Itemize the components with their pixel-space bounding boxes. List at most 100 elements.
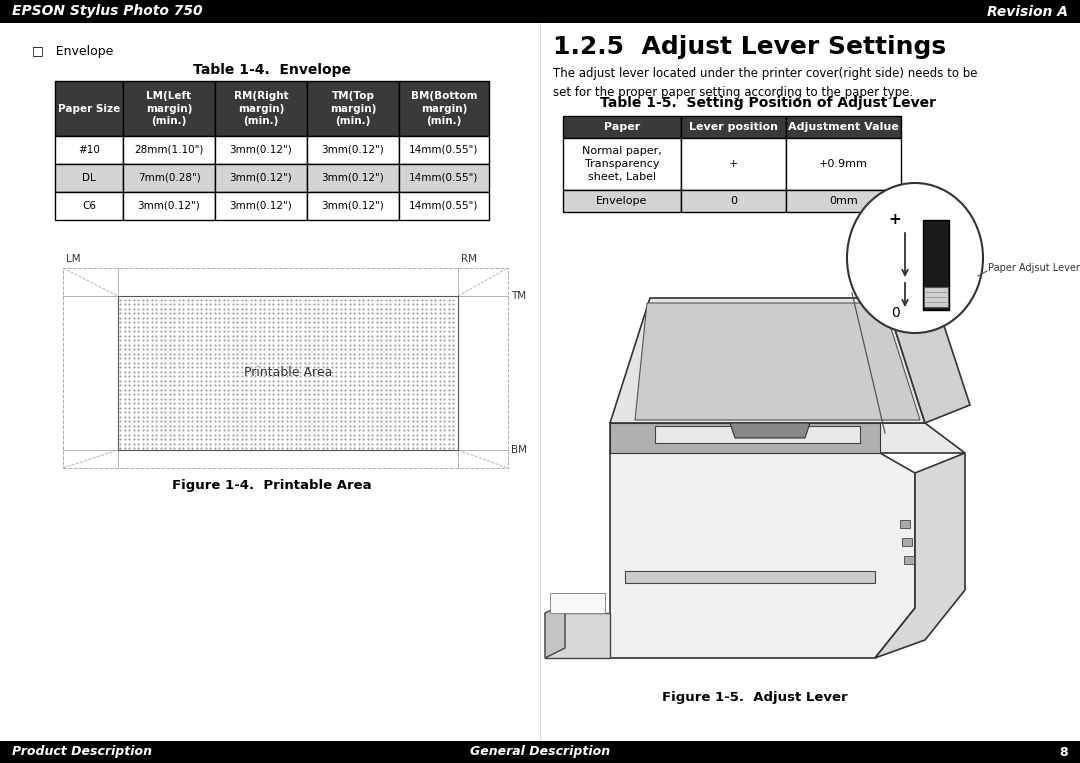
- Bar: [55, 136, 123, 164]
- Text: 3mm(0.12"): 3mm(0.12"): [230, 145, 293, 155]
- Bar: [307, 192, 399, 220]
- Polygon shape: [610, 423, 880, 453]
- Text: TM: TM: [511, 291, 526, 301]
- Text: 3mm(0.12"): 3mm(0.12"): [322, 201, 384, 211]
- Text: C6: C6: [82, 201, 96, 211]
- Bar: [904, 556, 914, 564]
- Text: 7mm(0.28"): 7mm(0.28"): [137, 173, 201, 183]
- Text: 14mm(0.55"): 14mm(0.55"): [409, 145, 478, 155]
- Text: BM(Bottom
margin)
(min.): BM(Bottom margin) (min.): [410, 91, 477, 126]
- Text: Paper Adjsut Lever: Paper Adjsut Lever: [988, 263, 1080, 273]
- Text: DL: DL: [82, 173, 96, 183]
- Text: Adjustment Value: Adjustment Value: [788, 122, 899, 132]
- Polygon shape: [610, 453, 915, 658]
- Text: Figure 1-4.  Printable Area: Figure 1-4. Printable Area: [172, 479, 372, 492]
- Polygon shape: [875, 453, 966, 658]
- Text: 0: 0: [730, 196, 737, 206]
- Text: Revision A: Revision A: [987, 5, 1068, 18]
- Bar: [681, 190, 786, 212]
- Bar: [307, 136, 399, 164]
- Bar: [215, 192, 307, 220]
- Text: LM(Left
margin)
(min.): LM(Left margin) (min.): [146, 91, 192, 126]
- Bar: [900, 520, 910, 528]
- Text: #10: #10: [78, 145, 100, 155]
- Text: Paper Size: Paper Size: [58, 104, 120, 114]
- Text: +: +: [889, 213, 902, 227]
- Text: Printable Area: Printable Area: [244, 366, 333, 379]
- Bar: [399, 81, 489, 136]
- Text: Table 1-5.  Setting Position of Adjust Lever: Table 1-5. Setting Position of Adjust Le…: [600, 96, 936, 110]
- Bar: [307, 164, 399, 192]
- Text: 14mm(0.55"): 14mm(0.55"): [409, 173, 478, 183]
- Text: General Description: General Description: [470, 745, 610, 758]
- Text: EPSON Stylus Photo 750: EPSON Stylus Photo 750: [12, 5, 203, 18]
- Text: Product Description: Product Description: [12, 745, 152, 758]
- Polygon shape: [610, 423, 966, 453]
- Text: 1.2.5  Adjust Lever Settings: 1.2.5 Adjust Lever Settings: [553, 35, 946, 59]
- Polygon shape: [545, 603, 565, 658]
- Bar: [625, 571, 875, 583]
- Bar: [55, 164, 123, 192]
- Text: Envelope: Envelope: [596, 196, 648, 206]
- Bar: [307, 81, 399, 136]
- Bar: [786, 138, 901, 190]
- Bar: [63, 268, 508, 468]
- Bar: [563, 138, 681, 190]
- Bar: [923, 220, 949, 310]
- Text: The adjust lever located under the printer cover(right side) needs to be
set for: The adjust lever located under the print…: [553, 67, 977, 99]
- Polygon shape: [550, 593, 605, 613]
- Polygon shape: [610, 298, 924, 423]
- Text: 28mm(1.10"): 28mm(1.10"): [134, 145, 204, 155]
- Text: TM(Top
margin)
(min.): TM(Top margin) (min.): [329, 91, 376, 126]
- Text: Figure 1-5.  Adjust Lever: Figure 1-5. Adjust Lever: [662, 691, 848, 704]
- Bar: [0, 741, 1080, 763]
- Text: 8: 8: [1059, 745, 1068, 758]
- Text: 3mm(0.12"): 3mm(0.12"): [137, 201, 201, 211]
- Text: 3mm(0.12"): 3mm(0.12"): [230, 201, 293, 211]
- Bar: [215, 81, 307, 136]
- Bar: [0, 0, 1080, 23]
- Text: BM: BM: [511, 445, 527, 455]
- Polygon shape: [545, 613, 610, 658]
- Bar: [399, 164, 489, 192]
- Bar: [399, 192, 489, 220]
- Bar: [563, 116, 681, 138]
- Text: Table 1-4.  Envelope: Table 1-4. Envelope: [193, 63, 351, 77]
- Text: □   Envelope: □ Envelope: [32, 45, 113, 58]
- Bar: [786, 190, 901, 212]
- Bar: [55, 192, 123, 220]
- Bar: [123, 136, 215, 164]
- Bar: [123, 192, 215, 220]
- Ellipse shape: [847, 183, 983, 333]
- Text: RM: RM: [461, 254, 477, 264]
- Polygon shape: [885, 283, 970, 423]
- Text: 0: 0: [891, 306, 900, 320]
- Bar: [902, 538, 912, 546]
- Bar: [55, 81, 123, 136]
- Bar: [118, 296, 458, 450]
- Bar: [123, 81, 215, 136]
- Bar: [681, 116, 786, 138]
- Bar: [681, 138, 786, 190]
- Bar: [215, 164, 307, 192]
- Text: 14mm(0.55"): 14mm(0.55"): [409, 201, 478, 211]
- Text: RM(Right
margin)
(min.): RM(Right margin) (min.): [233, 91, 288, 126]
- Polygon shape: [635, 303, 920, 420]
- Bar: [123, 164, 215, 192]
- Bar: [399, 136, 489, 164]
- Text: Lever position: Lever position: [689, 122, 778, 132]
- Text: +0.9mm: +0.9mm: [819, 159, 868, 169]
- Polygon shape: [654, 426, 860, 443]
- Text: 0mm: 0mm: [829, 196, 858, 206]
- Text: LM: LM: [66, 254, 81, 264]
- Text: 3mm(0.12"): 3mm(0.12"): [322, 145, 384, 155]
- Bar: [786, 116, 901, 138]
- Bar: [563, 190, 681, 212]
- Polygon shape: [730, 423, 810, 438]
- Text: 3mm(0.12"): 3mm(0.12"): [322, 173, 384, 183]
- Text: +: +: [729, 159, 739, 169]
- Bar: [215, 136, 307, 164]
- Bar: [924, 287, 948, 307]
- Text: Normal paper,
Transparency
sheet, Label: Normal paper, Transparency sheet, Label: [582, 146, 662, 182]
- Text: 3mm(0.12"): 3mm(0.12"): [230, 173, 293, 183]
